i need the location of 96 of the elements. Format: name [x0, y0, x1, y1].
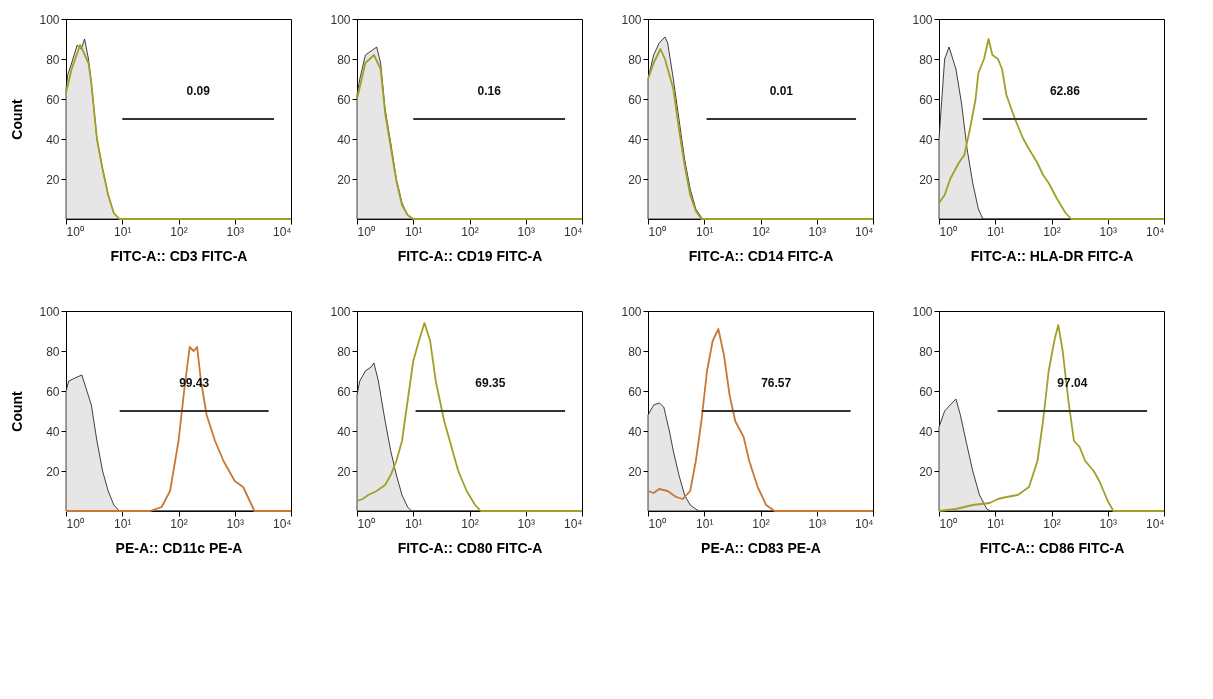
y-tick-label: 40: [46, 424, 60, 439]
x-tick-label: 10⁴: [854, 224, 874, 239]
y-tick-label: 40: [337, 424, 351, 439]
x-tick-label: 10¹: [987, 516, 1005, 531]
y-axis-title: Count: [9, 390, 26, 432]
x-tick-label: 10⁴: [1145, 224, 1165, 239]
x-tick-label: 10³: [1099, 516, 1117, 531]
x-tick-label: 10²: [1043, 224, 1061, 239]
x-axis-title: PE-A:: CD83 PE-A: [701, 539, 821, 556]
y-tick-label: 100: [912, 304, 933, 319]
y-tick-label: 100: [621, 12, 642, 27]
series-label: 69.35: [475, 376, 506, 390]
y-tick-label: 40: [919, 132, 933, 147]
y-tick-label: 80: [628, 344, 642, 359]
x-tick-label: 10⁴: [272, 224, 292, 239]
y-tick-label: 100: [621, 304, 642, 319]
y-tick-label: 20: [628, 172, 642, 187]
x-tick-label: 10⁰: [648, 516, 666, 531]
y-tick-label: 40: [919, 424, 933, 439]
x-axis-title: FITC-A:: CD19 FITC-A: [397, 247, 543, 264]
x-tick-label: 10⁴: [272, 516, 292, 531]
x-tick-label: 10²: [752, 516, 770, 531]
x-tick-label: 10⁴: [563, 224, 583, 239]
y-axis-title: Count: [9, 98, 26, 140]
y-tick-label: 40: [337, 132, 351, 147]
x-tick-label: 10¹: [987, 224, 1005, 239]
y-tick-label: 80: [919, 344, 933, 359]
series-label: 0.16: [477, 84, 502, 98]
y-tick-label: 80: [46, 344, 60, 359]
y-tick-label: 60: [919, 384, 933, 399]
y-tick-label: 100: [39, 12, 60, 27]
y-tick-label: 20: [628, 464, 642, 479]
x-tick-label: 10¹: [696, 224, 714, 239]
x-axis-title: FITC-A:: HLA-DR FITC-A: [970, 247, 1134, 264]
x-tick-label: 10²: [752, 224, 770, 239]
y-tick-label: 20: [919, 464, 933, 479]
y-tick-label: 40: [46, 132, 60, 147]
y-tick-label: 100: [330, 304, 351, 319]
x-tick-label: 10¹: [405, 516, 423, 531]
x-tick-label: 10⁰: [357, 224, 375, 239]
y-tick-label: 60: [46, 384, 60, 399]
x-tick-label: 10¹: [696, 516, 714, 531]
y-tick-label: 20: [46, 172, 60, 187]
x-tick-label: 10⁰: [939, 516, 957, 531]
x-tick-label: 10²: [461, 516, 479, 531]
x-axis-title: FITC-A:: CD14 FITC-A: [688, 247, 834, 264]
series-label: 0.09: [186, 84, 211, 98]
y-tick-label: 20: [919, 172, 933, 187]
y-tick-label: 40: [628, 424, 642, 439]
y-tick-label: 80: [46, 52, 60, 67]
x-tick-label: 10²: [461, 224, 479, 239]
x-tick-label: 10⁴: [1145, 516, 1165, 531]
y-tick-label: 60: [46, 92, 60, 107]
x-tick-label: 10⁰: [66, 516, 84, 531]
x-tick-label: 10¹: [114, 516, 132, 531]
y-tick-label: 100: [330, 12, 351, 27]
y-tick-label: 20: [337, 172, 351, 187]
y-tick-label: 80: [919, 52, 933, 67]
y-tick-label: 20: [337, 464, 351, 479]
y-tick-label: 60: [919, 92, 933, 107]
x-tick-label: 10⁰: [66, 224, 84, 239]
series-label: 0.01: [769, 84, 794, 98]
x-tick-label: 10³: [808, 516, 826, 531]
x-tick-label: 10²: [170, 224, 188, 239]
y-tick-label: 20: [46, 464, 60, 479]
x-axis-title: FITC-A:: CD80 FITC-A: [397, 539, 543, 556]
y-tick-label: 100: [39, 304, 60, 319]
y-tick-label: 40: [628, 132, 642, 147]
x-tick-label: 10³: [517, 516, 535, 531]
x-axis-title: FITC-A:: CD3 FITC-A: [110, 247, 248, 264]
y-tick-label: 60: [337, 92, 351, 107]
y-tick-label: 80: [337, 52, 351, 67]
y-tick-label: 60: [337, 384, 351, 399]
x-tick-label: 10³: [808, 224, 826, 239]
x-tick-label: 10⁴: [854, 516, 874, 531]
x-tick-label: 10³: [1099, 224, 1117, 239]
x-tick-label: 10⁰: [357, 516, 375, 531]
x-axis-title: PE-A:: CD11c PE-A: [115, 539, 243, 556]
y-tick-label: 80: [628, 52, 642, 67]
y-tick-label: 100: [912, 12, 933, 27]
x-tick-label: 10²: [1043, 516, 1061, 531]
y-tick-label: 80: [337, 344, 351, 359]
series-label: 62.86: [1049, 84, 1081, 98]
x-tick-label: 10²: [170, 516, 188, 531]
x-tick-label: 10⁴: [563, 516, 583, 531]
x-tick-label: 10³: [226, 224, 244, 239]
y-tick-label: 60: [628, 92, 642, 107]
x-axis-title: FITC-A:: CD86 FITC-A: [979, 539, 1125, 556]
x-tick-label: 10³: [517, 224, 535, 239]
series-label: 76.57: [761, 376, 792, 390]
x-tick-label: 10⁰: [648, 224, 666, 239]
x-tick-label: 10¹: [405, 224, 423, 239]
x-tick-label: 10³: [226, 516, 244, 531]
y-tick-label: 60: [628, 384, 642, 399]
x-tick-label: 10¹: [114, 224, 132, 239]
x-tick-label: 10⁰: [939, 224, 957, 239]
